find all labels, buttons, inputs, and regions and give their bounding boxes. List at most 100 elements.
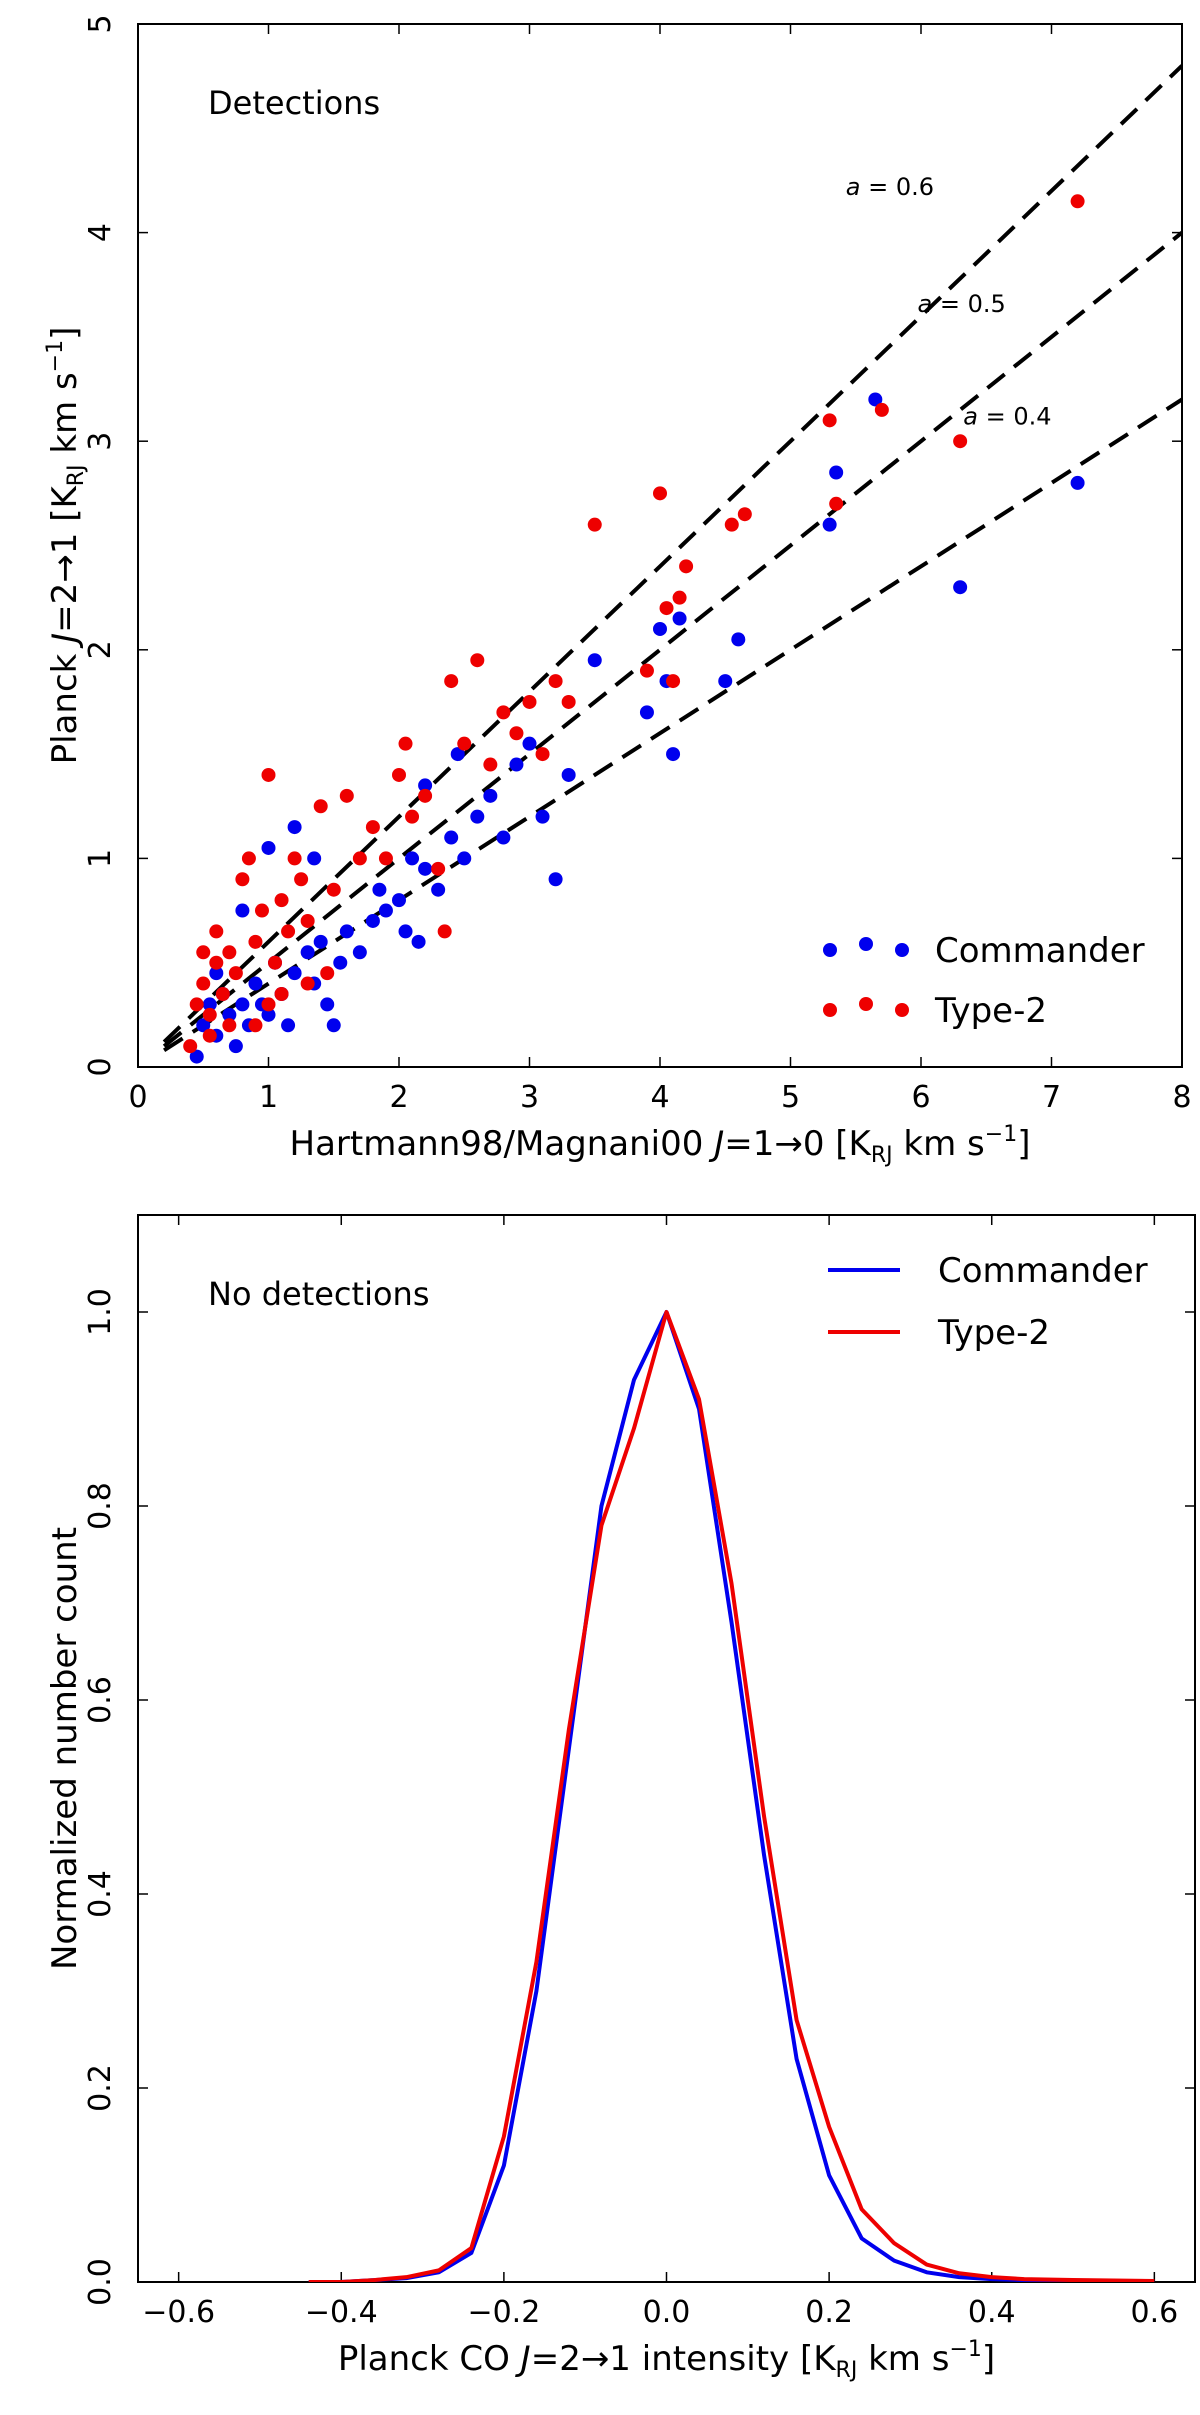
x-tick-label: 2 — [389, 1080, 408, 1115]
label-text: Normalized number count — [45, 1527, 85, 1970]
x-tick-label: 1 — [259, 1080, 278, 1115]
panel-annotation: Detections — [208, 84, 380, 122]
x-axis-label: Hartmann98/Magnani00 J=1→0 [KRJ km s−1] — [290, 1122, 1031, 1168]
legend-marker — [823, 1003, 837, 1017]
slope-label: a = 0.6 — [846, 173, 934, 201]
slope-label-var: a — [918, 290, 933, 318]
data-point — [215, 986, 230, 1001]
data-point — [189, 1049, 204, 1064]
label-post: km s — [857, 2339, 949, 2379]
data-point — [261, 767, 276, 782]
data-point — [535, 809, 550, 824]
plot-frame — [137, 1214, 1196, 2283]
data-point — [548, 872, 563, 887]
label-mid: =2→1 [K — [45, 485, 85, 633]
data-point — [320, 997, 335, 1012]
data-point — [509, 757, 524, 772]
y-tick-label: 0.8 — [83, 1482, 118, 1530]
label-end: ] — [1017, 1124, 1030, 1164]
slope-label-text: = 0.6 — [861, 173, 935, 201]
data-point — [1070, 475, 1085, 490]
data-point — [300, 976, 315, 991]
data-point — [333, 955, 348, 970]
legend: Commander Type-2 — [823, 931, 1145, 1031]
panel-annotation: No detections — [208, 1275, 429, 1313]
label-post: km s — [893, 1124, 985, 1164]
data-point — [444, 674, 459, 689]
data-point — [196, 945, 211, 960]
data-point — [470, 653, 485, 668]
x-tick-label: 0 — [128, 1080, 147, 1115]
data-point — [653, 486, 667, 501]
x-tick-label: 6 — [911, 1080, 930, 1115]
legend-label: Commander — [935, 931, 1145, 971]
chart-1: 0 1 2 3 4 5 6 7 8 0 1 2 3 4 5 Hartmann98/Magnani00 J=1→… — [43, 14, 1192, 1168]
slope-label-text: = 0.4 — [978, 403, 1052, 431]
data-point — [274, 986, 289, 1001]
y-tick-label: 3 — [83, 432, 118, 451]
series-line-commander — [308, 1310, 1155, 2282]
y-tick-label: 0.2 — [83, 2064, 118, 2112]
data-point — [222, 945, 237, 960]
x-tick-label: −0.4 — [305, 2295, 378, 2330]
y-tick-label: 1.0 — [83, 1288, 118, 1336]
data-point — [679, 559, 694, 574]
data-point — [509, 726, 524, 741]
slope-line-0.6 — [162, 64, 1182, 1044]
data-point — [666, 747, 681, 762]
y-axis-label: Planck J=2→1 [KRJ km s−1] — [43, 327, 89, 765]
data-point — [300, 945, 315, 960]
data-point — [405, 851, 420, 866]
data-point — [372, 882, 387, 897]
data-point — [659, 601, 674, 616]
label-mid: =2→1 intensity [K — [531, 2339, 838, 2379]
series-type-2 — [183, 194, 1085, 1054]
legend: Commander Type-2 — [828, 1251, 1148, 1353]
data-point — [287, 820, 302, 835]
label-pre: Planck CO — [338, 2339, 521, 2379]
data-point — [666, 674, 681, 689]
data-point — [196, 976, 211, 991]
data-point — [392, 893, 406, 908]
data-point — [326, 882, 341, 897]
data-point — [235, 997, 250, 1012]
label-sup: −1 — [949, 2337, 981, 2362]
data-point — [639, 705, 654, 720]
x-tick-label: 0.0 — [643, 2295, 691, 2330]
label-sub: RJ — [871, 1143, 893, 1168]
y-tick-label: 2 — [83, 640, 118, 659]
x-tick-label: 7 — [1042, 1080, 1061, 1115]
slope-label: a = 0.5 — [918, 290, 1006, 318]
data-point — [268, 955, 283, 970]
data-point — [953, 580, 968, 595]
data-point — [411, 934, 426, 949]
y-tick-label: 0.6 — [83, 1676, 118, 1724]
y-tick-label: 5 — [83, 14, 118, 33]
plot-area — [308, 1310, 1155, 2282]
data-point — [189, 997, 204, 1012]
data-point — [209, 955, 224, 970]
label-mid: =1→0 [K — [724, 1124, 872, 1164]
data-point — [294, 872, 309, 887]
data-point — [209, 924, 224, 939]
data-point — [522, 694, 537, 709]
data-point — [209, 966, 224, 981]
data-point — [587, 653, 602, 668]
data-point — [418, 788, 433, 803]
data-point — [254, 903, 269, 918]
data-point — [196, 1018, 211, 1033]
data-point — [339, 924, 354, 939]
x-tick-label: −0.6 — [142, 2295, 215, 2330]
data-point — [320, 966, 335, 981]
x-tick-label: 5 — [781, 1080, 800, 1115]
data-point — [953, 434, 968, 449]
data-point — [202, 1028, 217, 1043]
data-point — [378, 903, 393, 918]
data-point — [587, 517, 602, 532]
slope-line-0.5 — [162, 231, 1182, 1048]
x-tick-label: 0.4 — [968, 2295, 1016, 2330]
data-point — [437, 924, 452, 939]
data-point — [868, 392, 883, 407]
data-point — [365, 913, 380, 928]
data-point — [418, 861, 433, 876]
